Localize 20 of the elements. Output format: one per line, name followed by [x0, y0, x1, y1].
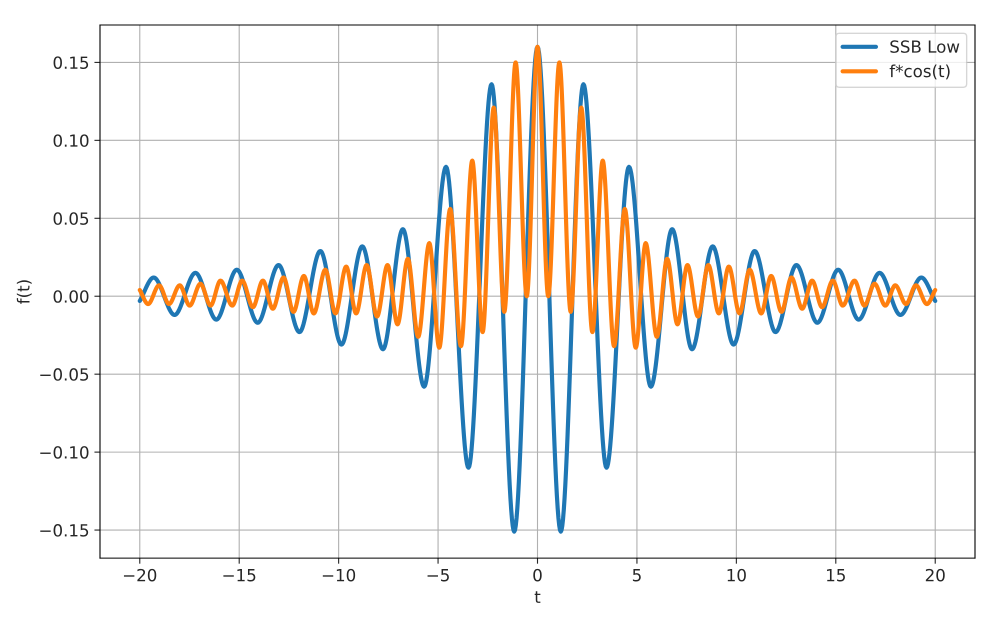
x-tick-label: 5: [632, 569, 641, 582]
x-tick-label: 10: [728, 568, 746, 582]
y-tick-label: −0.05: [40, 368, 88, 381]
y-axis-title: f(t): [16, 280, 32, 304]
x-tick-label: −20: [124, 568, 156, 582]
x-tick-label: −15: [223, 569, 256, 582]
y-tick-label: 0.10: [54, 134, 88, 147]
x-tick-label: −10: [322, 568, 356, 582]
y-tick-label: 0.15: [54, 56, 88, 69]
x-tick-label: 15: [827, 569, 845, 582]
legend-label: f*cos(t): [890, 64, 950, 80]
y-tick-label: 0.05: [54, 212, 88, 225]
legend-label: SSB Low: [890, 40, 960, 53]
x-tick-label: −5: [428, 569, 449, 582]
x-tick-label: 0: [533, 568, 542, 582]
y-tick-label: −0.15: [40, 524, 88, 537]
y-tick-label: 0.00: [54, 290, 88, 303]
y-tick-label: −0.10: [40, 446, 88, 459]
x-axis-title: t: [534, 591, 540, 603]
x-tick-label: 20: [926, 568, 945, 582]
